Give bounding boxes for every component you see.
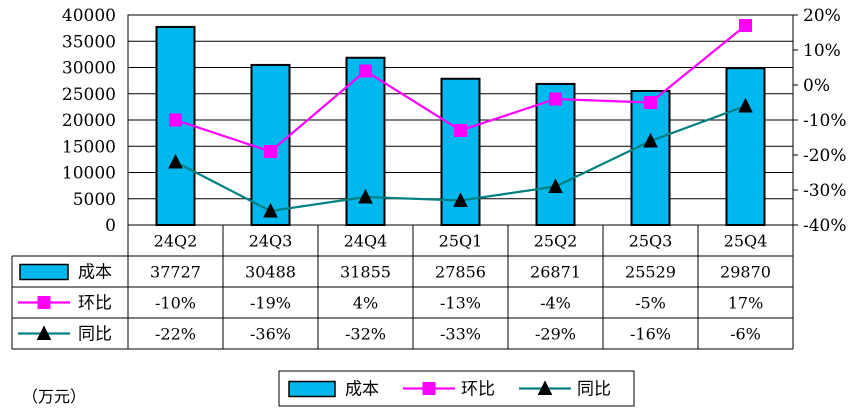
square-marker-24Q3 xyxy=(264,145,277,158)
data-label: 29870 xyxy=(720,263,771,282)
triangle-marker-25Q1 xyxy=(453,192,468,207)
y-tick-label: 10000 xyxy=(62,164,116,184)
data-label: -5% xyxy=(635,294,666,313)
data-label: -16% xyxy=(630,325,671,344)
triangle-marker-25Q2 xyxy=(548,178,563,193)
y-tick-label: 30000 xyxy=(62,59,116,79)
legend-key-marker xyxy=(422,382,436,395)
square-marker-24Q4 xyxy=(359,64,372,78)
triangle-marker-24Q2 xyxy=(168,153,183,169)
y-tick-label: 15000 xyxy=(62,137,116,157)
triangle-marker-24Q4 xyxy=(358,188,373,204)
triangle-marker-24Q3 xyxy=(263,202,278,218)
y-tick-label: 25000 xyxy=(62,85,116,105)
x-tick-label: 24Q2 xyxy=(154,232,198,251)
data-label: -36% xyxy=(250,325,291,344)
table-key-marker xyxy=(37,296,51,309)
y-tick-label: 5000 xyxy=(73,190,116,210)
legend-key-bar xyxy=(288,380,336,398)
y-tick-label: 20000 xyxy=(62,111,116,131)
y-tick-label: 40000 xyxy=(62,6,116,26)
x-tick-label: 25Q3 xyxy=(629,232,673,251)
data-label: 30488 xyxy=(245,263,296,282)
unit-label: （万元） xyxy=(22,387,86,406)
data-label: -19% xyxy=(250,294,291,313)
square-marker-25Q2 xyxy=(549,92,562,106)
y2-tick-label: -40% xyxy=(803,216,847,236)
triangle-marker-25Q3 xyxy=(643,132,658,148)
data-label: 37727 xyxy=(150,263,201,282)
y2-tick-label: -20% xyxy=(803,146,847,166)
data-label: -33% xyxy=(440,325,481,344)
series-lines xyxy=(168,19,753,218)
y-tick-label: 35000 xyxy=(62,32,116,52)
data-label: 27856 xyxy=(435,263,486,282)
legend-label: 环比 xyxy=(461,380,495,400)
triangle-marker-25Q4 xyxy=(738,97,753,113)
data-label: -4% xyxy=(540,294,571,313)
square-marker-25Q4 xyxy=(739,19,752,32)
data-label: -10% xyxy=(155,294,196,313)
series-name: 环比 xyxy=(78,294,112,314)
data-label: -32% xyxy=(345,325,386,344)
series-name: 同比 xyxy=(78,325,112,345)
data-label: -6% xyxy=(730,325,761,344)
data-label: -13% xyxy=(440,294,481,313)
data-label: 25529 xyxy=(625,263,676,282)
legend-key-marker xyxy=(537,380,553,395)
series-name: 成本 xyxy=(78,263,112,283)
legend-box xyxy=(278,370,635,407)
legend-label: 同比 xyxy=(577,380,611,400)
table-key-bar xyxy=(19,263,69,281)
y2-tick-label: 0% xyxy=(803,76,830,96)
data-label: 4% xyxy=(353,294,378,313)
data-label: 26871 xyxy=(530,263,581,282)
data-label: -22% xyxy=(155,325,196,344)
square-marker-24Q2 xyxy=(169,113,182,127)
data-label: 17% xyxy=(728,294,764,313)
bar-25Q3 xyxy=(630,89,671,226)
x-tick-label: 24Q4 xyxy=(344,232,388,251)
y2-tick-label: 20% xyxy=(803,6,841,26)
y2-tick-label: -10% xyxy=(803,111,847,131)
y2-tick-label: 10% xyxy=(803,41,841,61)
x-tick-label: 25Q4 xyxy=(724,232,768,251)
legend-label: 成本 xyxy=(345,380,379,400)
square-marker-25Q3 xyxy=(644,96,657,109)
data-label: 31855 xyxy=(340,263,391,282)
square-marker-25Q1 xyxy=(454,124,467,137)
data-label: -29% xyxy=(535,325,576,344)
bar-24Q3 xyxy=(250,63,291,226)
axes: 40000 35000 30000 25000 20000 15000 10000 5000 0… xyxy=(62,6,847,236)
x-tick-label: 25Q1 xyxy=(439,232,483,251)
table-key-marker xyxy=(36,325,52,340)
y2-tick-label: -30% xyxy=(803,181,847,201)
legend: 成本 环比 同比 xyxy=(278,370,635,407)
y-tick-label: 0 xyxy=(105,216,116,236)
x-tick-label: 25Q2 xyxy=(534,232,578,251)
x-tick-label: 24Q3 xyxy=(249,232,293,251)
bar-25Q4 xyxy=(725,67,766,227)
data-table: 24Q2 24Q3 24Q4 25Q1 25Q2 25Q3 25Q4 成本 37727 30488… xyxy=(11,224,794,350)
